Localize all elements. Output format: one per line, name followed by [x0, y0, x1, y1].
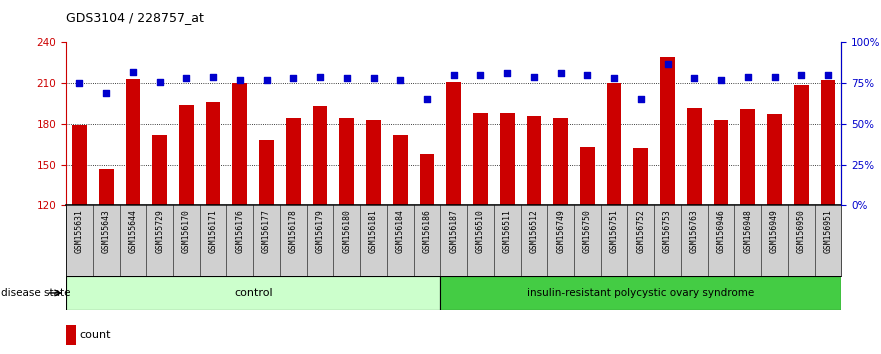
- Bar: [126, 79, 140, 205]
- Text: GSM156180: GSM156180: [343, 209, 352, 253]
- Point: [286, 75, 300, 81]
- Text: insulin-resistant polycystic ovary syndrome: insulin-resistant polycystic ovary syndr…: [527, 288, 754, 298]
- Bar: [820, 80, 835, 205]
- Bar: [473, 113, 488, 205]
- Text: disease state: disease state: [1, 288, 70, 298]
- Point: [126, 69, 140, 75]
- Point: [794, 72, 808, 78]
- Text: GSM156749: GSM156749: [556, 209, 565, 253]
- Text: GSM156750: GSM156750: [583, 209, 592, 253]
- Point: [340, 75, 354, 81]
- Text: GSM156187: GSM156187: [449, 209, 458, 253]
- Bar: [607, 83, 621, 205]
- Point: [72, 80, 86, 86]
- Text: count: count: [79, 330, 111, 340]
- Point: [500, 70, 515, 76]
- Bar: [687, 108, 701, 205]
- Bar: [660, 57, 675, 205]
- Text: GSM156949: GSM156949: [770, 209, 779, 253]
- Bar: [152, 135, 167, 205]
- Bar: [286, 119, 300, 205]
- Bar: [553, 119, 568, 205]
- Point: [581, 72, 595, 78]
- Text: GSM156948: GSM156948: [744, 209, 752, 253]
- Point: [687, 75, 701, 81]
- Text: GSM156178: GSM156178: [289, 209, 298, 253]
- Text: GSM156176: GSM156176: [235, 209, 244, 253]
- Point: [527, 74, 541, 80]
- Bar: [72, 125, 87, 205]
- Bar: [419, 154, 434, 205]
- Text: GSM155644: GSM155644: [129, 209, 137, 253]
- Bar: [527, 116, 541, 205]
- Text: GSM156946: GSM156946: [716, 209, 726, 253]
- Bar: [580, 147, 595, 205]
- Bar: [767, 114, 781, 205]
- Point: [313, 74, 327, 80]
- Text: GSM156170: GSM156170: [181, 209, 191, 253]
- Point: [767, 74, 781, 80]
- Point: [607, 75, 621, 81]
- Bar: [447, 82, 461, 205]
- Point: [152, 79, 167, 84]
- Text: control: control: [233, 288, 272, 298]
- Point: [821, 72, 835, 78]
- Point: [366, 75, 381, 81]
- Text: GSM156752: GSM156752: [636, 209, 646, 253]
- Text: GSM156177: GSM156177: [262, 209, 271, 253]
- Text: GSM156171: GSM156171: [209, 209, 218, 253]
- Text: GSM156950: GSM156950: [796, 209, 806, 253]
- Text: GSM156186: GSM156186: [423, 209, 432, 253]
- Point: [473, 72, 487, 78]
- Point: [180, 75, 194, 81]
- Point: [100, 90, 114, 96]
- Point: [661, 61, 675, 67]
- Bar: [313, 106, 328, 205]
- Bar: [339, 119, 354, 205]
- Point: [447, 72, 461, 78]
- Text: GSM156510: GSM156510: [476, 209, 485, 253]
- Text: GSM156753: GSM156753: [663, 209, 672, 253]
- Text: GSM156181: GSM156181: [369, 209, 378, 253]
- Point: [393, 77, 407, 83]
- Text: GSM155631: GSM155631: [75, 209, 84, 253]
- Bar: [259, 140, 274, 205]
- Bar: [366, 120, 381, 205]
- Point: [633, 97, 648, 102]
- Bar: [440, 276, 841, 310]
- Bar: [633, 148, 648, 205]
- Text: GSM156511: GSM156511: [503, 209, 512, 253]
- Text: GSM156951: GSM156951: [824, 209, 833, 253]
- Bar: [66, 325, 76, 345]
- Bar: [714, 120, 729, 205]
- Text: GSM156763: GSM156763: [690, 209, 699, 253]
- Bar: [66, 276, 440, 310]
- Text: GSM156512: GSM156512: [529, 209, 538, 253]
- Point: [553, 70, 567, 76]
- Text: GSM155729: GSM155729: [155, 209, 164, 253]
- Bar: [500, 113, 515, 205]
- Point: [233, 77, 247, 83]
- Text: GSM156179: GSM156179: [315, 209, 324, 253]
- Point: [420, 97, 434, 102]
- Point: [741, 74, 755, 80]
- Text: GSM156184: GSM156184: [396, 209, 404, 253]
- Point: [206, 74, 220, 80]
- Bar: [233, 83, 248, 205]
- Bar: [740, 109, 755, 205]
- Bar: [99, 169, 114, 205]
- Bar: [179, 105, 194, 205]
- Text: GSM155643: GSM155643: [101, 209, 111, 253]
- Point: [260, 77, 274, 83]
- Text: GDS3104 / 228757_at: GDS3104 / 228757_at: [66, 11, 204, 24]
- Text: GSM156751: GSM156751: [610, 209, 618, 253]
- Bar: [794, 85, 809, 205]
- Bar: [206, 102, 220, 205]
- Point: [714, 77, 728, 83]
- Bar: [393, 135, 408, 205]
